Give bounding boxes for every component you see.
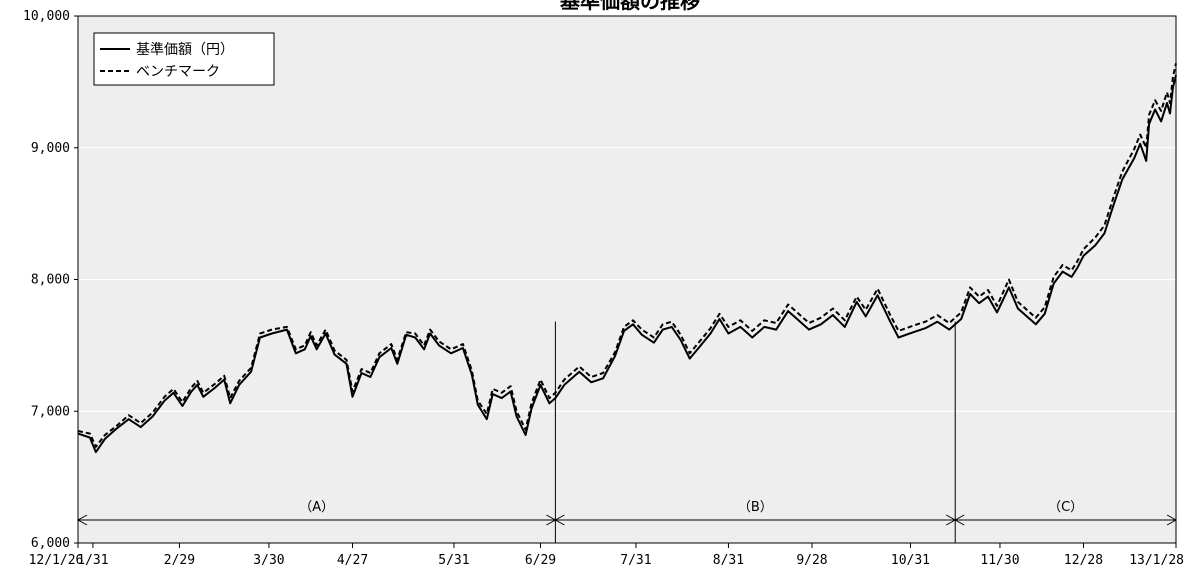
x-tick-label: 6/29 — [525, 553, 556, 568]
x-tick-label: 2/29 — [164, 553, 195, 568]
legend: 基準価額（円） ベンチマーク — [94, 33, 274, 85]
x-tick-label: 10/31 — [891, 553, 930, 568]
y-tick-label: 9,000 — [31, 141, 70, 156]
x-tick-label: 7/31 — [620, 553, 651, 568]
legend-label-nav: 基準価額（円） — [136, 41, 234, 58]
x-tick-label: 3/30 — [253, 553, 284, 568]
y-tick-label: 8,000 — [31, 273, 70, 288]
y-tick-label: 6,000 — [31, 536, 70, 551]
x-tick-label: 12/28 — [1064, 553, 1103, 568]
x-tick-label: 13/1/28 — [1129, 553, 1184, 568]
x-tick-label: 8/31 — [713, 553, 744, 568]
legend-label-benchmark: ベンチマーク — [136, 64, 220, 80]
x-tick-label: 11/30 — [980, 553, 1019, 568]
period-label: （B） — [738, 500, 773, 515]
x-tick-label: 12/1/26 — [29, 553, 84, 568]
x-tick-label: 4/27 — [337, 553, 368, 568]
y-tick-label: 10,000 — [23, 9, 70, 24]
y-tick-label: 7,000 — [31, 404, 70, 419]
x-tick-label: 5/31 — [438, 553, 469, 568]
period-label: （A） — [299, 500, 334, 515]
chart-title: 基準価額の推移 — [560, 0, 700, 13]
period-label: （C） — [1048, 500, 1083, 515]
x-tick-label: 9/28 — [796, 553, 827, 568]
x-tick-label: 1/31 — [77, 553, 108, 568]
